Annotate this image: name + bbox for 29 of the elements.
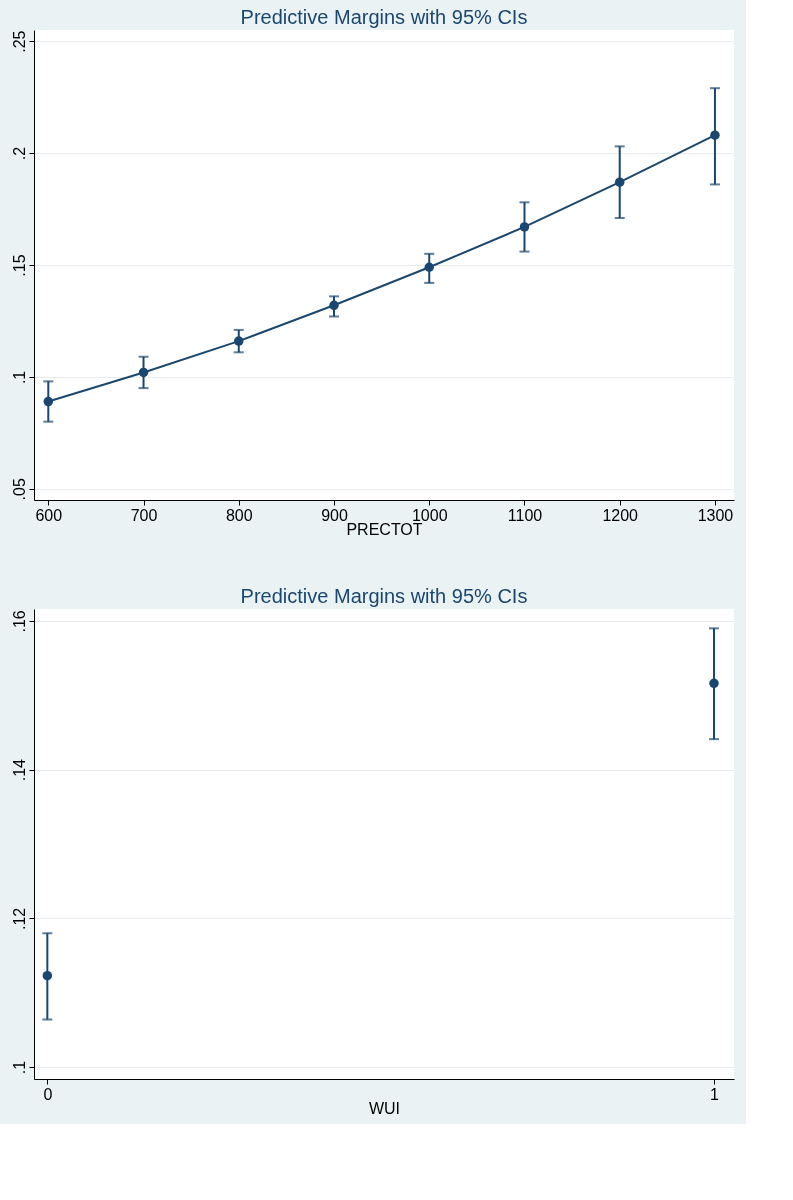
- y-tick-label: .25: [10, 30, 28, 53]
- y-tick-label: .15: [10, 254, 28, 277]
- x-axis-title: WUI: [368, 1099, 401, 1117]
- y-tick-label: .2: [10, 146, 28, 161]
- point: [138, 367, 149, 378]
- point: [424, 262, 434, 272]
- x-tick-label: 1300: [697, 506, 734, 524]
- y-tick-label: .14: [10, 758, 28, 782]
- y-tick-label: .1: [10, 370, 28, 385]
- y-tick-label: .16: [10, 610, 28, 633]
- point: [234, 336, 244, 346]
- x-tick-label: 1: [710, 1085, 720, 1103]
- x-tick-label: 0: [43, 1085, 53, 1103]
- x-tick-label: 600: [35, 506, 63, 524]
- y-tick-label: .12: [10, 907, 28, 930]
- point: [329, 300, 339, 311]
- point: [614, 177, 625, 187]
- y-tick-label: .1: [10, 1060, 28, 1075]
- x-tick-label: 1200: [602, 506, 639, 524]
- chart-title: Predictive Margins with 95% CIs: [240, 6, 528, 28]
- x-tick-label: 800: [225, 506, 253, 524]
- point: [710, 130, 720, 140]
- x-tick-label: 1100: [507, 506, 543, 524]
- y-tick-label: .05: [10, 478, 28, 501]
- x-tick-label: 900: [321, 506, 348, 524]
- point: [519, 222, 530, 232]
- point: [43, 396, 54, 407]
- chart-title: Predictive Margins with 95% CIs: [240, 585, 528, 607]
- x-tick-label: 700: [130, 506, 158, 524]
